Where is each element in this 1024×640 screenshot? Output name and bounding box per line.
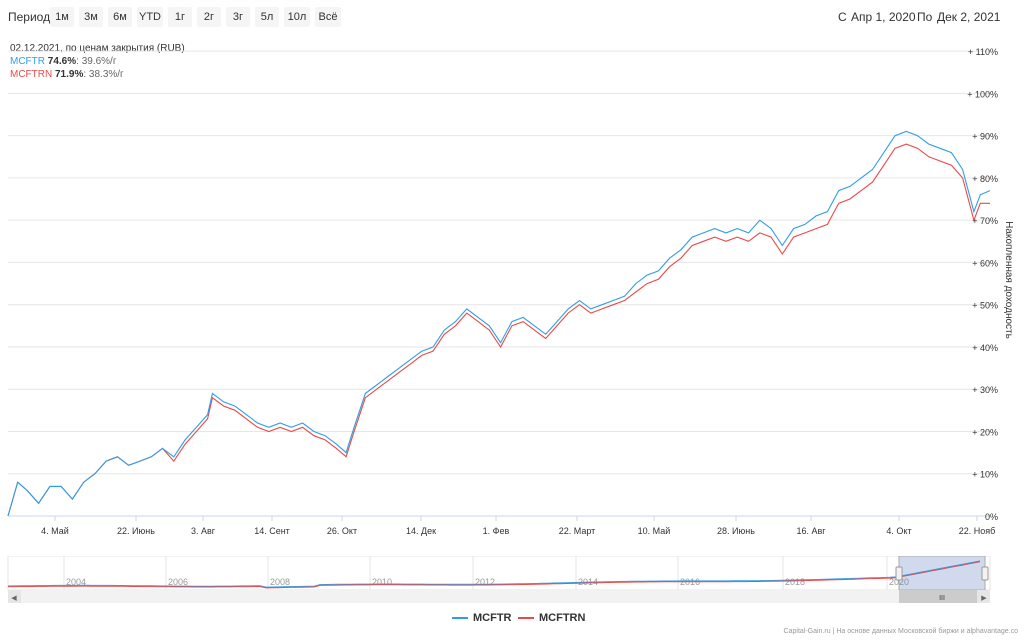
x-tick-label: 22. Июнь <box>117 526 155 536</box>
navigator-selection[interactable] <box>898 556 986 591</box>
navigator-handle-right[interactable] <box>981 566 989 581</box>
navigator[interactable]: 200420062008201020122014201620182020 III… <box>0 556 1024 604</box>
tooltip-header: 02.12.2021, по ценам закрытия (RUB) <box>10 43 185 54</box>
navigator-year-label: 2008 <box>270 577 290 587</box>
y-tick-label: + 50% <box>972 301 998 311</box>
y-tick-label: + 10% <box>972 470 998 480</box>
series-lines <box>7 130 991 517</box>
tooltip-series-value: 71.9% <box>55 69 84 80</box>
legend-line-icon <box>518 617 534 620</box>
line-chart[interactable]: 0% + 10% + 20% + 30% + 40% + 50% + 60% + 70% + 8… <box>0 0 1024 560</box>
y-axis-ticks: 0% + 10% + 20% + 30% + 40% + 50% + 60% + 70% + 8… <box>967 47 998 522</box>
period-button-3m[interactable]: 3м <box>79 7 103 27</box>
series-line-mcftr[interactable] <box>7 130 991 517</box>
x-tick-label: 22. Март <box>559 526 596 536</box>
period-button-6m[interactable]: 6м <box>108 7 132 27</box>
y-tick-label: + 20% <box>972 427 998 437</box>
period-button-2y[interactable]: 2г <box>197 7 221 27</box>
legend-label: MCFTRN <box>539 612 586 624</box>
period-button-all[interactable]: Всё <box>315 7 341 27</box>
period-button-ytd[interactable]: YTD <box>137 7 163 27</box>
legend-line-icon <box>452 617 468 620</box>
period-button-1m[interactable]: 1м <box>50 7 74 27</box>
scroll-left-button[interactable] <box>8 590 21 603</box>
x-tick-label: 4. Май <box>41 526 69 536</box>
y-axis-title: Накопленная доходность <box>1003 221 1014 339</box>
y-tick-label: + 90% <box>972 132 998 142</box>
navigator-year-label: 2004 <box>66 577 86 587</box>
navigator-series-mcftr <box>7 560 981 588</box>
x-tick-label: 14. Дек <box>406 526 436 536</box>
x-tick-label: 10. Май <box>638 526 671 536</box>
y-tick-label: + 70% <box>972 216 998 226</box>
credits-text[interactable]: Capital-Gain.ru | На основе данных Моско… <box>783 628 1018 635</box>
navigator-handle-left[interactable] <box>895 566 903 581</box>
y-tick-label: + 80% <box>972 174 998 184</box>
x-tick-label: 26. Окт <box>327 526 357 536</box>
period-button-5y[interactable]: 5л <box>255 7 279 27</box>
tooltip-series-value: 74.6% <box>47 56 77 67</box>
scrollbar-track[interactable] <box>8 590 990 603</box>
period-button-1y[interactable]: 1г <box>168 7 192 27</box>
y-tick-label: + 40% <box>972 343 998 353</box>
grid-lines <box>8 50 990 517</box>
to-label: По <box>917 10 933 24</box>
x-tick-label: 16. Авг <box>796 526 826 536</box>
tooltip-series-name: MCFTRN <box>10 69 53 80</box>
series-line-mcftrn[interactable] <box>7 143 990 517</box>
x-axis-ticks: 4. Май 22. Июнь 3. Авг 14. Сент 26. Окт 14. Д… <box>41 516 995 536</box>
y-tick-label: + 110% <box>968 47 998 57</box>
scrollbar-thumb[interactable] <box>899 590 985 603</box>
scroll-right-button[interactable] <box>977 590 990 603</box>
x-tick-label: 28. Июнь <box>717 526 755 536</box>
x-tick-label: 14. Сент <box>254 526 290 536</box>
legend-label: MCFTR <box>473 612 512 624</box>
legend-item-mcftrn[interactable]: MCFTRN <box>518 612 585 624</box>
to-date-input[interactable]: Дек 2, 2021 <box>937 10 1001 24</box>
navigator-year-label: 2018 <box>785 577 805 587</box>
from-date-input[interactable]: Апр 1, 2020 <box>851 10 916 24</box>
range-selector: Период 1м 3м 6м YTD 1г 2г 3г 5л 10л Всё … <box>0 0 1024 34</box>
y-tick-label: + 60% <box>972 258 998 268</box>
tooltip-row-mcftr: MCFTR 74.6%: 39.6%/г <box>10 55 185 68</box>
x-tick-label: 22. Нояб <box>959 526 996 536</box>
y-tick-label: + 100% <box>967 89 998 99</box>
scrollbar-grip-icon: III <box>939 595 945 602</box>
x-tick-label: 4. Окт <box>886 526 911 536</box>
tooltip-row-mcftrn: MCFTRN 71.9%: 38.3%/г <box>10 68 185 81</box>
period-button-10y[interactable]: 10л <box>284 7 310 27</box>
navigator-year-label: 2010 <box>372 577 392 587</box>
chart-legend: MCFTR MCFTRN <box>0 612 1024 628</box>
tooltip-box: 02.12.2021, по ценам закрытия (RUB) MCFT… <box>10 42 185 81</box>
navigator-year-label: 2012 <box>475 577 495 587</box>
y-tick-label: 0% <box>985 512 998 522</box>
navigator-series-mcftrn <box>7 561 981 589</box>
legend-item-mcftr[interactable]: MCFTR <box>452 612 512 624</box>
arrow-right-icon: ▶ <box>981 595 987 602</box>
period-label: Период <box>8 10 51 24</box>
x-tick-label: 3. Авг <box>191 526 216 536</box>
tooltip-series-rate: : 38.3%/г <box>83 69 124 80</box>
x-tick-label: 1. Фев <box>483 526 510 536</box>
tooltip-series-rate: : 39.6%/г <box>76 56 117 67</box>
tooltip-series-name: MCFTR <box>10 56 45 67</box>
arrow-left-icon: ◀ <box>11 595 17 602</box>
from-label: С <box>838 10 847 24</box>
period-button-3y[interactable]: 3г <box>226 7 250 27</box>
navigator-year-label: 2006 <box>168 577 188 587</box>
y-tick-label: + 30% <box>972 385 998 395</box>
